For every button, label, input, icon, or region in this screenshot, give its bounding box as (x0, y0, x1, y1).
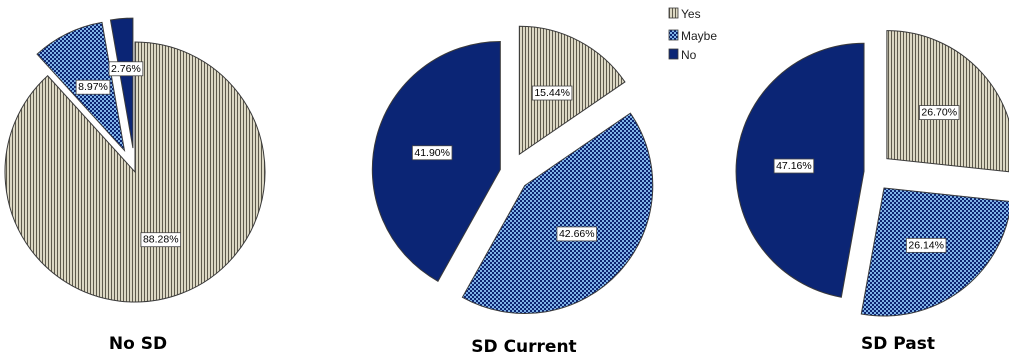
label-maybe: 26.14% (905, 237, 947, 253)
slice-yes (4, 41, 266, 303)
svg-text:26.14%: 26.14% (908, 239, 944, 251)
legend-label-yes: Yes (681, 7, 701, 21)
legend-label-no: No (681, 48, 697, 62)
svg-text:88.28%: 88.28% (143, 234, 179, 246)
label-yes: 15.44% (531, 85, 573, 101)
legend-label-maybe: Maybe (681, 29, 717, 43)
svg-text:2.76%: 2.76% (111, 63, 141, 75)
legend-swatch-yes (668, 7, 679, 19)
svg-text:42.66%: 42.66% (559, 228, 595, 240)
label-yes: 88.28% (140, 232, 181, 248)
caption-no-sd: No SD (109, 334, 167, 354)
slice-no (109, 17, 134, 149)
pie-sd-current: 15.44% 42.66% 41.90% (371, 25, 654, 314)
label-yes: 26.70% (919, 105, 960, 120)
caption-sd-past: SD Past (861, 334, 935, 354)
legend-swatch-maybe (668, 29, 679, 41)
svg-text:8.97%: 8.97% (78, 81, 108, 93)
pie-sd-past: 26.70% 26.14% 47.16% (735, 30, 1009, 317)
label-no: 41.90% (411, 145, 453, 161)
svg-text:47.16%: 47.16% (776, 160, 812, 172)
legend-swatch-no (668, 48, 679, 60)
svg-text:15.44%: 15.44% (534, 87, 570, 99)
pie-no-sd: 88.28% 8.97%2.76% (4, 17, 266, 303)
label-no: 2.76% (108, 61, 144, 77)
label-no: 47.16% (773, 158, 815, 174)
label-maybe: 8.97% (75, 79, 111, 95)
slice-yes (886, 30, 1009, 173)
slice-no (371, 40, 501, 282)
caption-sd-current: SD Current (471, 337, 576, 356)
label-maybe: 42.66% (556, 226, 597, 242)
legend: Yes Maybe No (668, 7, 717, 62)
svg-text:26.70%: 26.70% (921, 107, 957, 119)
slice-maybe (461, 112, 654, 314)
svg-text:41.90%: 41.90% (414, 147, 450, 159)
